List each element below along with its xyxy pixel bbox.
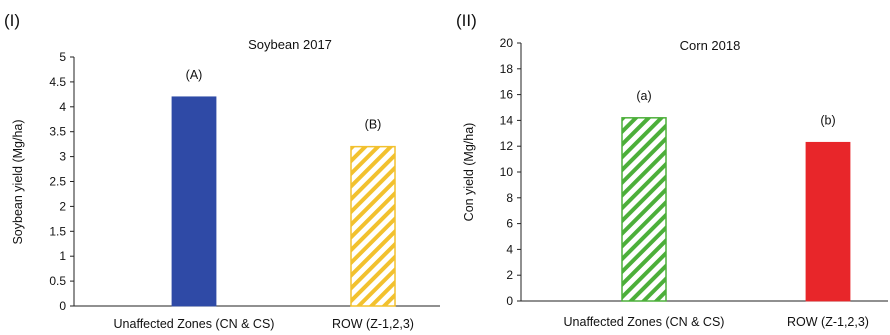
y-tick-label: 16	[500, 88, 514, 102]
y-tick-label: 20	[500, 36, 514, 50]
y-axis-label-2: Con yield (Mg/ha)	[462, 123, 476, 222]
panel-label-1: (I)	[4, 11, 20, 30]
axes-1: 0 0.5 1 1.5 2 2.5 3 3.5 4 4.5 5	[49, 50, 440, 313]
y-tick-label: 10	[500, 165, 514, 179]
bar-annotation: (B)	[365, 118, 382, 132]
y-tick-label: 4	[59, 100, 66, 114]
y-tick-label: 1	[59, 249, 66, 263]
y-tick-label: 12	[500, 139, 514, 153]
y-tick-label: 2	[506, 268, 513, 282]
bar-annotation: (b)	[820, 113, 835, 127]
chart-panel-2: (II) Corn 2018 Con yield (Mg/ha) 0 2 4 6 8 10…	[456, 11, 888, 329]
axes-2: 0 2 4 6 8 10 12 14 16 18 20	[500, 36, 888, 308]
chart-title-2: Corn 2018	[680, 38, 741, 53]
bar-annotation: (a)	[636, 89, 651, 103]
bar	[805, 141, 851, 302]
x-tick-label: ROW (Z-1,2,3)	[332, 317, 414, 331]
chart-panel-1: (I) Soybean 2017 Soybean yield (Mg/ha) 0…	[4, 11, 440, 331]
y-tick-label: 6	[506, 217, 513, 231]
bar	[171, 96, 217, 307]
y-tick-label: 14	[500, 113, 514, 127]
y-tick-label: 2.5	[49, 175, 66, 189]
y-tick-label: 5	[59, 50, 66, 64]
labels-1: (A) Unaffected Zones (CN & CS) (B) ROW (Z-1…	[114, 68, 414, 331]
bar	[621, 117, 667, 302]
y-tick-label: 0	[506, 294, 513, 308]
x-tick-label: Unaffected Zones (CN & CS)	[564, 315, 725, 329]
y-tick-label: 8	[506, 191, 513, 205]
chart-title-1: Soybean 2017	[248, 37, 332, 52]
bar	[350, 145, 396, 307]
panel-label-2: (II)	[456, 11, 477, 30]
y-tick-label: 0	[59, 299, 66, 313]
y-tick-label: 0.5	[49, 274, 66, 288]
y-tick-label: 3	[59, 150, 66, 164]
y-tick-label: 18	[500, 62, 514, 76]
bar-annotation: (A)	[186, 68, 203, 82]
labels-2: (a) Unaffected Zones (CN & CS) (b) ROW (Z-1…	[564, 89, 869, 329]
y-axis-label-1: Soybean yield (Mg/ha)	[11, 119, 25, 244]
y-tick-label: 1.5	[49, 224, 66, 238]
x-tick-label: Unaffected Zones (CN & CS)	[114, 317, 275, 331]
y-tick-label: 3.5	[49, 125, 66, 139]
bars-1	[171, 96, 396, 307]
x-tick-label: ROW (Z-1,2,3)	[787, 315, 869, 329]
y-tick-label: 4	[506, 242, 513, 256]
y-tick-label: 2	[59, 199, 66, 213]
bars-2	[621, 117, 851, 302]
y-tick-label: 4.5	[49, 75, 66, 89]
